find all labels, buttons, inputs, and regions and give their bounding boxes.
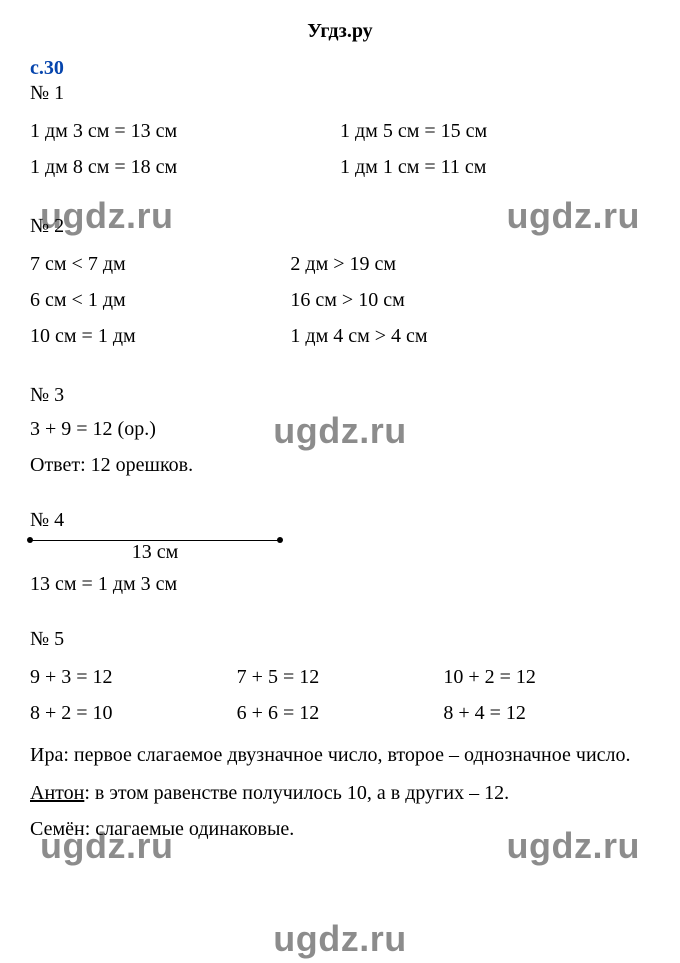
equation: 8 + 2 = 10 bbox=[30, 697, 237, 729]
watermark: ugdz.ru bbox=[273, 918, 406, 959]
equation: 10 + 2 = 12 bbox=[443, 661, 650, 693]
section-number: № 1 bbox=[30, 82, 650, 105]
answer-text: Ответ: 12 орешков. bbox=[30, 449, 650, 481]
equation: 1 дм 5 см = 15 см bbox=[340, 115, 650, 147]
name-anton: Антон bbox=[30, 782, 84, 804]
section-number: № 4 bbox=[30, 509, 650, 532]
section-1: № 1 1 дм 3 см = 13 см 1 дм 8 см = 18 см … bbox=[30, 82, 650, 187]
section-number: № 5 bbox=[30, 628, 650, 651]
equation: 8 + 4 = 12 bbox=[443, 697, 650, 729]
section-number: № 2 bbox=[30, 215, 650, 238]
site-header: Угдз.ру bbox=[30, 20, 650, 43]
inequality: 2 дм > 19 см bbox=[290, 248, 650, 280]
section-2: № 2 7 см < 7 дм 6 см < 1 дм 10 см = 1 дм… bbox=[30, 215, 650, 356]
anton-text: : в этом равенстве получилось 10, а в др… bbox=[84, 782, 509, 804]
section-4: № 4 13 см 13 см = 1 дм 3 см bbox=[30, 509, 650, 600]
equation: 9 + 3 = 12 bbox=[30, 661, 237, 693]
equation: 7 + 5 = 12 bbox=[237, 661, 444, 693]
segment-endpoint-right bbox=[277, 537, 283, 543]
section-5: № 5 9 + 3 = 12 8 + 2 = 10 7 + 5 = 12 6 +… bbox=[30, 628, 650, 845]
inequality: 6 см < 1 дм bbox=[30, 284, 290, 316]
inequality: 10 см = 1 дм bbox=[30, 320, 290, 352]
section-number: № 3 bbox=[30, 384, 650, 407]
equation: 1 дм 3 см = 13 см bbox=[30, 115, 340, 147]
section-3: № 3 3 + 9 = 12 (ор.) Ответ: 12 орешков. bbox=[30, 384, 650, 481]
segment-length-label: 13 см bbox=[30, 541, 280, 564]
equation: 3 + 9 = 12 (ор.) bbox=[30, 413, 650, 445]
page-label: с.30 bbox=[30, 57, 650, 80]
inequality: 7 см < 7 дм bbox=[30, 248, 290, 280]
equation: 1 дм 8 см = 18 см bbox=[30, 151, 340, 183]
equation: 1 дм 1 см = 11 см bbox=[340, 151, 650, 183]
segment-endpoint-left bbox=[27, 537, 33, 543]
explanation-semen: Семён: слагаемые одинаковые. bbox=[30, 813, 650, 845]
inequality: 16 см > 10 см bbox=[290, 284, 650, 316]
explanation-ira: Ира: первое слагаемое двузначное число, … bbox=[30, 737, 650, 773]
line-segment bbox=[30, 540, 280, 541]
inequality: 1 дм 4 см > 4 см bbox=[290, 320, 650, 352]
equation: 6 + 6 = 12 bbox=[237, 697, 444, 729]
equation: 13 см = 1 дм 3 см bbox=[30, 568, 650, 600]
explanation-anton: Антон: в этом равенстве получилось 10, а… bbox=[30, 777, 650, 809]
